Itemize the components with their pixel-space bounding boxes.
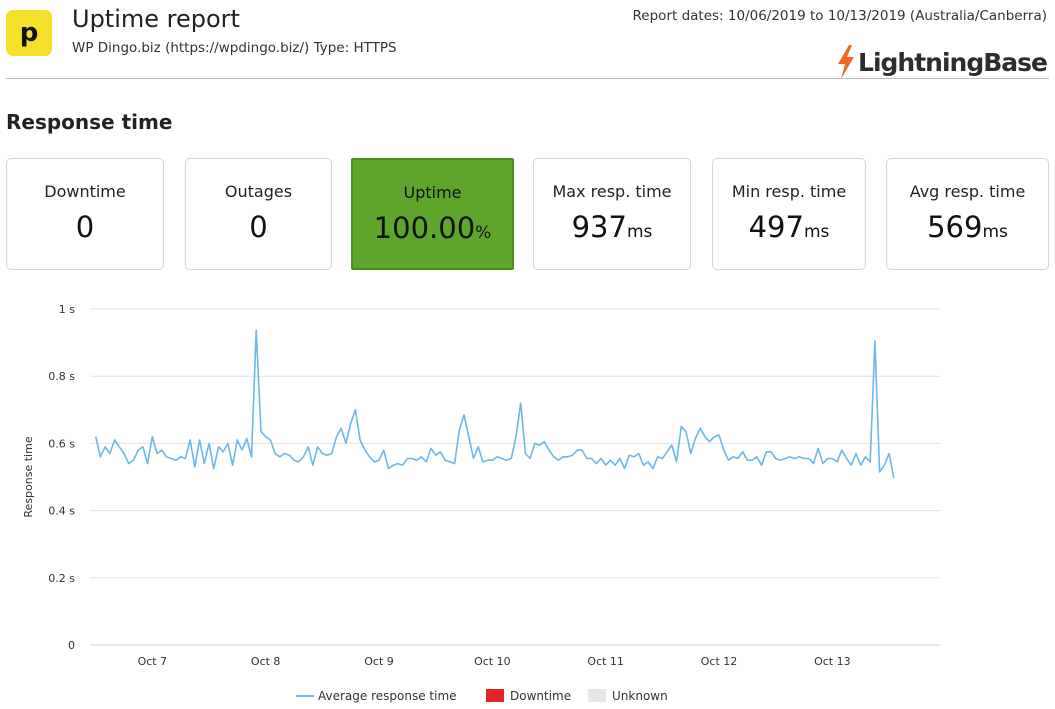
card-label: Min resp. time <box>731 182 847 201</box>
max-resp-time-card: Max resp. time 937ms <box>533 158 691 270</box>
downtime-card: Downtime 0 <box>6 158 164 270</box>
x-tick-label: Oct 8 <box>251 655 281 668</box>
legend-swatch-box <box>486 689 504 702</box>
card-value: 937 <box>571 210 627 244</box>
legend-label: Average response time <box>318 689 457 703</box>
legend-label: Unknown <box>612 689 668 703</box>
card-value: 497 <box>748 210 804 244</box>
card-label: Outages <box>224 182 293 201</box>
min-resp-time-card: Min resp. time 497ms <box>712 158 866 270</box>
header-divider <box>6 78 1049 79</box>
legend-swatch-box <box>588 689 606 702</box>
card-label: Downtime <box>44 182 126 201</box>
page-title: Uptime report <box>72 5 240 33</box>
x-tick-label: Oct 9 <box>364 655 394 668</box>
y-tick-label: 0.2 s <box>48 572 75 585</box>
response-time-chart: 0 0.2 s 0.4 s 0.6 s 0.8 s 1 s Response time Oct… <box>22 303 940 703</box>
card-value: 569 <box>927 210 983 244</box>
series-line-average-response-time <box>94 329 895 479</box>
outages-card: Outages 0 <box>185 158 332 270</box>
y-tick-label: 0.8 s <box>48 370 75 383</box>
card-value: 100.00 <box>373 211 476 245</box>
x-tick-label: Oct 12 <box>701 655 738 668</box>
card-unit: % <box>475 223 492 243</box>
y-tick-label: 0.6 s <box>48 437 75 450</box>
report-dates: Report dates: 10/06/2019 to 10/13/2019 (… <box>632 8 1047 24</box>
brand-name: LightningBase <box>858 47 1048 77</box>
y-tick-label: 0.4 s <box>48 505 75 518</box>
card-value: 0 <box>75 210 95 244</box>
card-label: Max resp. time <box>552 182 672 201</box>
card-value: 0 <box>249 210 268 244</box>
y-tick-label: 0 <box>68 639 75 652</box>
card-unit: ms <box>803 222 830 242</box>
legend-label: Downtime <box>510 689 571 703</box>
logo-glyph: p <box>19 18 39 48</box>
card-label: Avg resp. time <box>909 182 1026 201</box>
y-axis-title: Response time <box>22 436 35 517</box>
x-tick-label: Oct 13 <box>814 655 851 668</box>
y-tick-label: 1 s <box>59 303 75 316</box>
avg-resp-time-card: Avg resp. time 569ms <box>886 158 1049 270</box>
card-unit: ms <box>982 222 1008 242</box>
card-unit: ms <box>626 222 653 242</box>
pingdom-logo: p <box>6 10 52 56</box>
lightning-bolt-icon <box>838 45 855 79</box>
x-tick-label: Oct 10 <box>474 655 511 668</box>
card-label: Uptime <box>403 183 462 202</box>
x-tick-label: Oct 7 <box>138 655 168 668</box>
site-subtitle: WP Dingo.biz (https://wpdingo.biz/) Type… <box>72 40 397 56</box>
brand-logo: LightningBase <box>835 43 1048 81</box>
section-title: Response time <box>6 110 173 134</box>
x-tick-label: Oct 11 <box>587 655 624 668</box>
uptime-card: Uptime 100.00% <box>351 158 514 270</box>
